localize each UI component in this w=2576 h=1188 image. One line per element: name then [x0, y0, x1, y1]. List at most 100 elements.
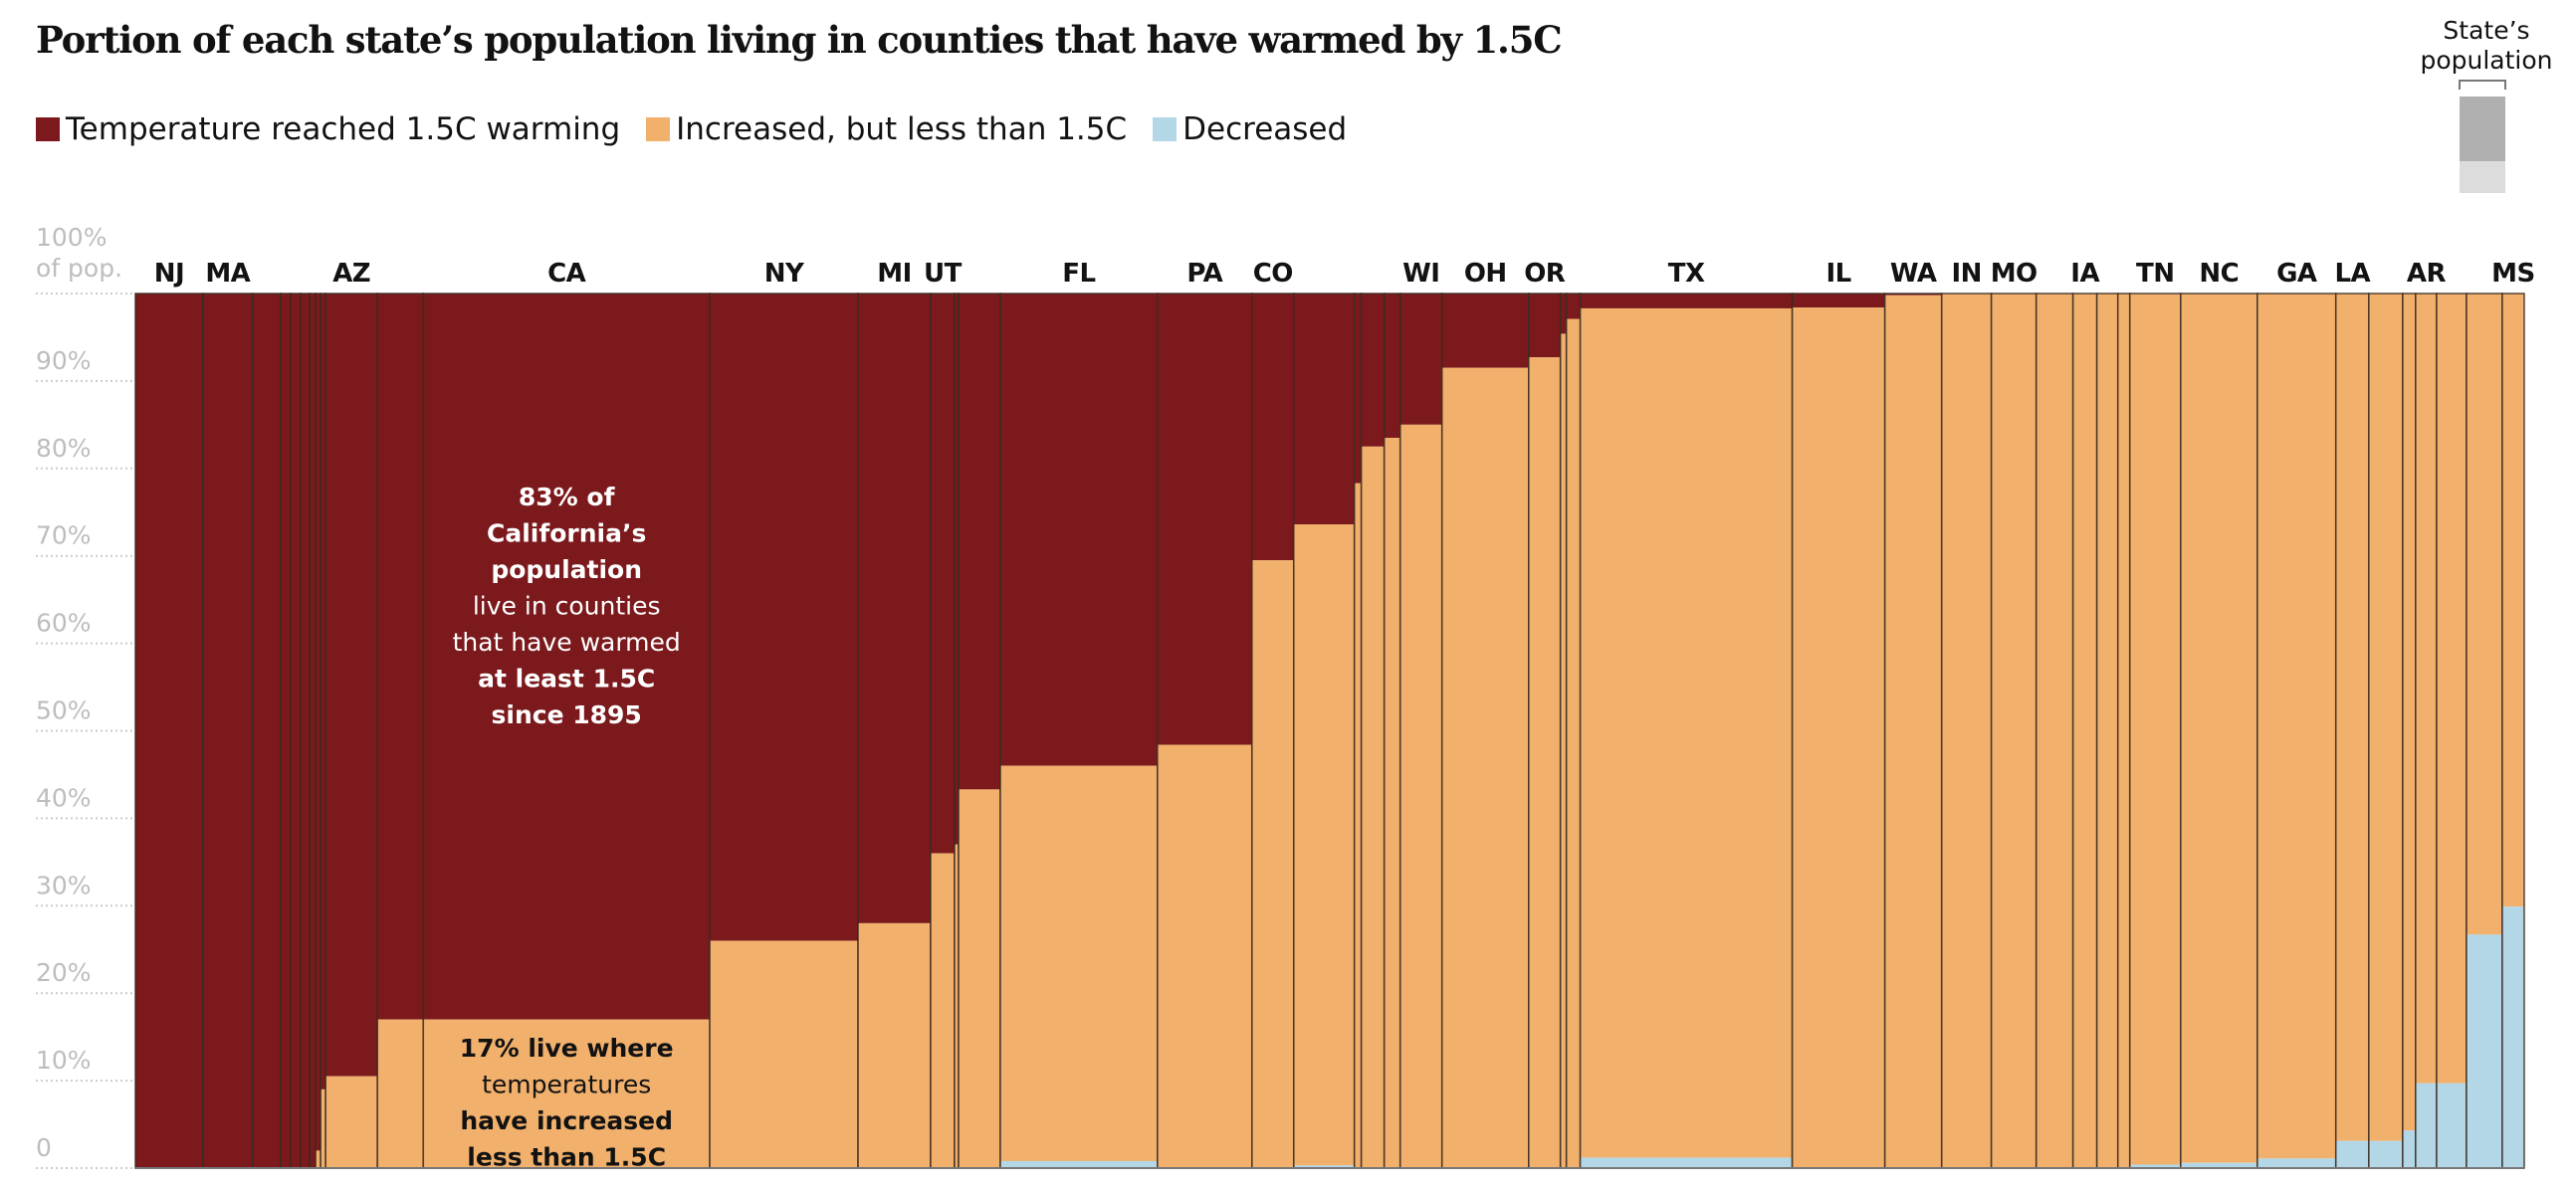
annotations: 83% of California’s population live in coun…	[453, 483, 681, 1172]
annotation-warmed-line: 83% of	[519, 483, 616, 511]
annotation-warmed-line: California’s	[487, 519, 646, 548]
y-tick-label: 90%	[36, 346, 92, 375]
annotation-increased-line: less than 1.5C	[467, 1143, 666, 1172]
segment-warmed	[290, 294, 301, 1168]
segment-decreased	[2402, 1130, 2416, 1168]
state-bar	[290, 293, 302, 1169]
state-label-mi: MI	[877, 259, 912, 289]
segment-increased	[2129, 294, 2181, 1165]
state-label-ga: GA	[2276, 259, 2317, 289]
segment-increased	[325, 1076, 378, 1168]
state-label-ia: IA	[2070, 259, 2099, 289]
gridlines	[36, 293, 135, 1169]
segment-increased	[1991, 294, 2037, 1168]
segment-increased	[1580, 307, 1793, 1158]
state-bar	[1292, 293, 1356, 1169]
state-label-tx: TX	[1668, 259, 1705, 289]
state-bar-ny	[709, 293, 859, 1169]
state-bar-tn	[2128, 293, 2182, 1169]
state-bar-wi	[1398, 293, 1443, 1169]
state-bar-in	[1940, 293, 1993, 1169]
state-bar-la	[2334, 293, 2370, 1169]
key-line1: State’s	[2443, 16, 2530, 45]
segment-decreased	[2415, 1083, 2437, 1168]
state-bar-pa	[1157, 293, 1253, 1169]
segment-warmed	[280, 294, 291, 1168]
state-bar-wa	[1883, 293, 1943, 1169]
segment-increased	[1399, 424, 1442, 1169]
segment-increased	[2036, 294, 2073, 1168]
state-bar	[2095, 293, 2119, 1169]
segment-warmed	[1293, 294, 1355, 525]
segment-decreased	[2335, 1140, 2369, 1168]
segment-increased	[1293, 524, 1355, 1166]
segment-increased	[710, 940, 859, 1168]
state-bar	[376, 293, 425, 1169]
segment-warmed	[1560, 294, 1567, 334]
state-bar	[1565, 293, 1582, 1169]
segment-warmed	[202, 294, 253, 1168]
segment-increased	[1528, 357, 1561, 1168]
legend-swatch-warmed	[36, 117, 60, 141]
y-tick-label: 70%	[36, 521, 92, 550]
key-bracket-icon	[2459, 80, 2506, 90]
segment-warmed	[1251, 294, 1294, 561]
segment-warmed	[325, 294, 378, 1077]
segment-increased	[377, 1019, 424, 1168]
y-tick-label: 20%	[36, 958, 92, 987]
y-tick-label: 60%	[36, 609, 92, 638]
annotation-warmed-line: that have warmed	[453, 628, 681, 657]
state-label-or: OR	[1524, 259, 1566, 289]
state-bar	[300, 293, 311, 1169]
key-line2: population	[2420, 46, 2553, 75]
state-label-ut: UT	[924, 259, 963, 289]
legend-swatch-decreased	[1153, 117, 1178, 141]
state-bar	[1360, 293, 1386, 1169]
state-bar-ia	[2071, 293, 2098, 1169]
segment-decreased	[2466, 934, 2502, 1168]
state-bar	[1383, 293, 1401, 1169]
segment-warmed	[930, 294, 955, 854]
y-tick-sublabel: of pop.	[36, 254, 122, 283]
state-bar	[2402, 293, 2417, 1169]
segment-increased	[321, 1089, 326, 1168]
state-label-ny: NY	[764, 259, 805, 289]
annotation-warmed-line: live in counties	[473, 592, 661, 621]
y-tick-label: 50%	[36, 696, 92, 725]
chart-title: Portion of each state’s population livin…	[36, 18, 1563, 62]
segment-decreased	[2129, 1164, 2181, 1168]
segment-increased	[2415, 294, 2437, 1084]
state-bar	[1559, 293, 1568, 1169]
state-bar	[251, 293, 282, 1169]
segment-increased	[1884, 295, 1942, 1168]
legend: Temperature reached 1.5C warming Increas…	[36, 111, 1373, 147]
y-tick-label: 40%	[36, 783, 92, 812]
state-bar-co	[1251, 293, 1295, 1169]
segment-decreased	[1293, 1165, 1355, 1168]
annotation-increased-line: temperatures	[482, 1071, 651, 1099]
segment-warmed	[1528, 294, 1561, 358]
state-bar	[2436, 293, 2468, 1169]
state-bar	[2466, 293, 2503, 1169]
segment-warmed	[1884, 294, 1942, 296]
legend-swatch-increased	[646, 117, 671, 141]
segment-increased	[858, 922, 931, 1168]
annotation-warmed-line: since 1895	[492, 700, 642, 729]
state-label-la: LA	[2334, 259, 2370, 289]
state-label-wa: WA	[1890, 259, 1937, 289]
segment-increased	[2096, 294, 2118, 1168]
segment-increased	[1251, 560, 1294, 1168]
segment-decreased	[2256, 1158, 2336, 1168]
segment-warmed	[316, 294, 322, 1151]
state-label-ca: CA	[547, 259, 586, 289]
state-label-nj: NJ	[154, 259, 184, 289]
segment-warmed	[1441, 294, 1529, 368]
legend-label-decreased: Decreased	[1182, 111, 1348, 147]
state-bar	[2116, 293, 2131, 1169]
state-bar-fl	[999, 293, 1159, 1169]
segment-warmed	[954, 294, 960, 845]
state-label-ms: MS	[2491, 259, 2535, 289]
state-label-fl: FL	[1062, 259, 1095, 289]
segment-decreased	[2436, 1083, 2467, 1168]
